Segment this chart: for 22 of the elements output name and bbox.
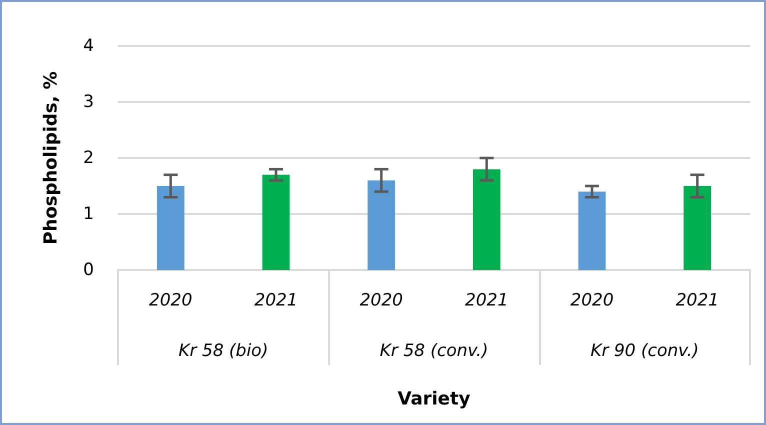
y-tick-label: 1 xyxy=(83,204,94,224)
y-tick-label: 3 xyxy=(83,92,94,112)
bar xyxy=(472,169,500,270)
text: Kr 58 (conv.) xyxy=(380,341,488,361)
y-tick-label: 4 xyxy=(83,36,94,56)
bar xyxy=(262,174,290,270)
text: Kr 90 (conv.) xyxy=(590,341,699,361)
bar xyxy=(156,186,184,270)
x-tick-label: 2020 xyxy=(570,290,614,310)
x-axis-title: Variety xyxy=(398,388,471,410)
y-tick-label: 0 xyxy=(83,260,94,280)
bar xyxy=(578,192,606,270)
x-tick-label: 2021 xyxy=(465,290,508,310)
x-tick-label: 2021 xyxy=(676,290,719,310)
text: Kr 58 (bio) xyxy=(178,341,268,361)
y-axis-title: Phospholipids, % xyxy=(40,71,62,245)
x-tick-label: 2020 xyxy=(149,290,192,310)
bar xyxy=(684,186,712,270)
bar xyxy=(368,180,396,270)
y-tick-label: 2 xyxy=(83,148,94,168)
x-tick-label: 2021 xyxy=(254,290,298,310)
x-tick-label: 2020 xyxy=(360,290,403,310)
